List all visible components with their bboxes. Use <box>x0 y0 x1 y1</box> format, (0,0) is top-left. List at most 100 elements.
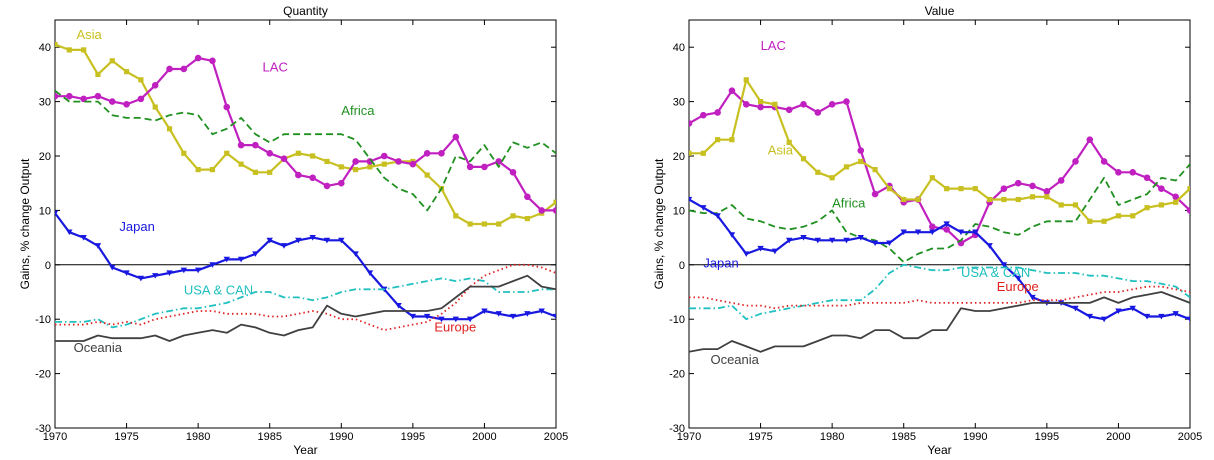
series-label-asia: Asia <box>76 27 102 42</box>
y-tick-label: 30 <box>39 97 51 109</box>
data-point-asia <box>987 196 993 203</box>
data-point-japan <box>223 256 230 263</box>
data-point-lac <box>757 103 764 111</box>
data-point-japan <box>338 237 345 244</box>
data-point-japan <box>395 303 402 309</box>
y-tick-label: 10 <box>673 205 685 217</box>
data-point-asia <box>843 164 850 170</box>
data-point-lac <box>1115 169 1122 176</box>
data-point-asia <box>181 150 187 156</box>
data-point-japan <box>80 235 87 241</box>
data-point-asia <box>715 137 721 143</box>
data-point-lac <box>123 101 130 108</box>
data-point-lac <box>1172 193 1179 201</box>
data-point-asia <box>109 58 115 64</box>
data-point-japan <box>524 311 531 317</box>
data-point-japan <box>1172 311 1179 317</box>
data-point-lac <box>280 155 288 163</box>
data-point-asia <box>1130 213 1136 219</box>
data-point-asia <box>729 137 735 143</box>
data-point-lac <box>180 65 188 73</box>
data-point-japan <box>757 245 764 252</box>
x-tick-label: 1985 <box>891 431 915 443</box>
data-point-asia <box>310 153 316 159</box>
data-point-japan <box>94 243 102 249</box>
data-point-japan <box>1072 305 1079 312</box>
series-line-africa <box>689 163 1190 264</box>
data-point-japan <box>280 243 288 249</box>
data-point-japan <box>466 316 474 323</box>
series-label-europe: Europe <box>997 279 1039 294</box>
data-point-japan <box>800 235 807 241</box>
data-point-asia <box>786 139 792 145</box>
series-line-usa-can <box>55 277 556 329</box>
data-point-asia <box>209 167 216 173</box>
data-point-japan <box>1029 294 1036 301</box>
data-point-lac <box>929 223 936 231</box>
data-point-asia <box>1058 202 1064 208</box>
data-point-asia <box>81 47 87 53</box>
chart-title: Value <box>925 4 955 18</box>
data-point-lac <box>785 106 793 114</box>
data-point-asia <box>1158 202 1164 208</box>
data-point-asia <box>872 167 878 173</box>
data-point-japan <box>352 251 359 257</box>
data-point-asia <box>138 77 144 83</box>
data-point-asia <box>324 158 330 165</box>
data-point-lac <box>194 54 202 62</box>
data-point-asia <box>901 196 907 203</box>
x-tick-label: 2000 <box>1106 431 1130 443</box>
data-point-japan <box>943 221 950 227</box>
data-point-asia <box>689 150 692 156</box>
data-point-lac <box>1129 169 1137 176</box>
data-point-asia <box>295 150 301 156</box>
data-point-japan <box>366 270 374 276</box>
series-label-japan: Japan <box>703 256 738 271</box>
series-label-usa-can: USA & CAN <box>184 283 253 298</box>
x-tick-label: 1990 <box>963 431 987 443</box>
data-point-asia <box>238 161 244 167</box>
data-point-japan <box>194 267 202 274</box>
data-point-lac <box>1086 136 1094 143</box>
y-tick-label: -30 <box>669 423 685 435</box>
chart-panel-value: 1970 1975 1980 1985 1990 1995 2000 2005 -30 -20 -1… <box>652 4 1202 457</box>
series-label-oceania: Oceania <box>74 340 123 355</box>
data-point-japan <box>237 256 245 263</box>
axes-frame <box>688 19 1191 429</box>
data-point-japan <box>972 229 979 236</box>
data-point-asia <box>915 196 921 203</box>
series-label-asia: Asia <box>768 142 794 157</box>
chart-panel-quantity: 1970 1975 1980 1985 1990 1995 2000 2005 -30 -20 -1… <box>18 4 568 457</box>
data-point-lac <box>352 158 359 165</box>
data-point-asia <box>1187 186 1190 192</box>
data-point-japan <box>66 229 73 236</box>
data-point-asia <box>510 213 516 219</box>
data-point-lac <box>423 149 431 157</box>
data-point-asia <box>381 161 387 167</box>
x-tick-label: 1985 <box>257 431 281 443</box>
plot-area <box>55 41 556 342</box>
y-axis-label: Gains, % change Output <box>652 158 666 289</box>
x-tick-label: 1970 <box>43 431 67 443</box>
data-point-asia <box>972 186 978 192</box>
data-point-lac <box>409 160 417 168</box>
data-point-asia <box>195 167 201 173</box>
data-point-asia <box>338 164 344 170</box>
data-point-asia <box>252 169 258 175</box>
data-point-japan <box>771 248 779 255</box>
data-point-lac <box>395 158 402 165</box>
x-tick-label: 2005 <box>1178 431 1202 443</box>
data-point-asia <box>267 169 273 175</box>
data-point-lac <box>714 109 721 116</box>
data-point-japan <box>1158 313 1165 320</box>
data-point-asia <box>1072 202 1079 208</box>
data-point-japan <box>886 240 893 247</box>
data-point-japan <box>109 264 116 271</box>
data-point-japan <box>552 313 556 320</box>
data-point-lac <box>295 171 302 179</box>
axes-frame <box>54 19 557 429</box>
data-point-asia <box>467 221 473 227</box>
data-point-lac <box>55 92 59 100</box>
data-point-japan <box>1143 313 1151 320</box>
